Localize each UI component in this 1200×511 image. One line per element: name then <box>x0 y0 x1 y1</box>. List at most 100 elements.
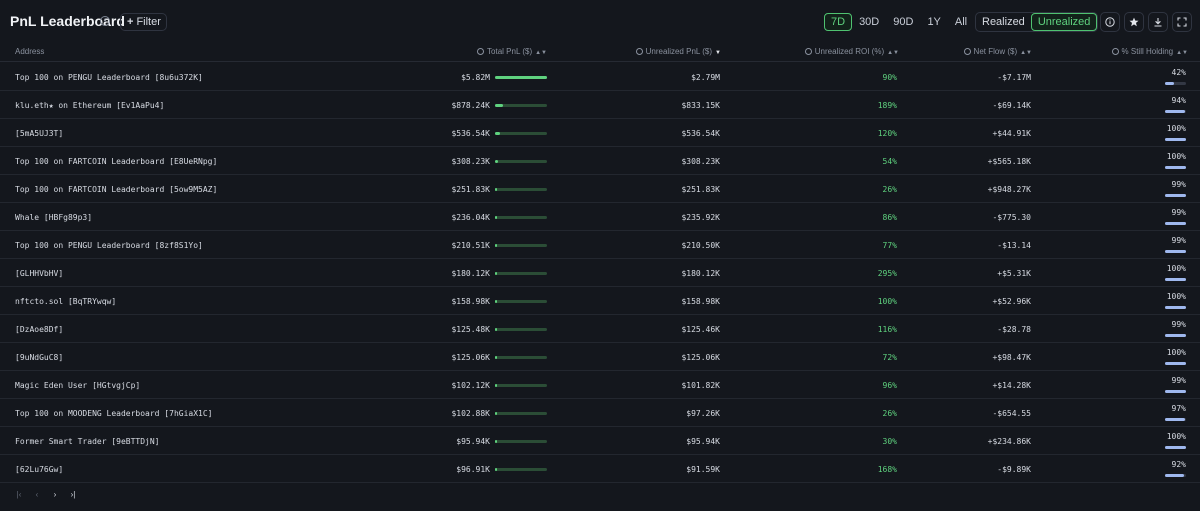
still-holding-bar <box>1165 362 1186 365</box>
table-row[interactable]: [9uNdGuC8] $125.06K $125.06K 72% +$98.47K 100… <box>0 343 1200 371</box>
info-button[interactable] <box>1100 12 1120 32</box>
download-button[interactable] <box>1148 12 1168 32</box>
address-cell[interactable]: [5mA5UJ3T] <box>15 129 64 138</box>
total-pnl-bar <box>495 440 547 443</box>
still-holding-cell: 42% <box>1171 68 1186 77</box>
info-icon <box>963 48 971 55</box>
still-holding-bar <box>1165 418 1186 421</box>
range-tab-30d[interactable]: 30D <box>859 16 880 28</box>
net-flow-cell: +$44.91K <box>992 129 1031 138</box>
range-tab-7d[interactable]: 7D <box>824 13 853 31</box>
unrealized-pnl-cell: $180.12K <box>681 269 720 278</box>
range-tab-90d[interactable]: 90D <box>893 16 914 28</box>
table-row[interactable]: Whale [HBFg89p3] $236.04K $235.92K 86% -$775… <box>0 203 1200 231</box>
mode-tab-realized[interactable]: Realized <box>982 16 1025 28</box>
unrealized-roi-cell: 295% <box>877 269 897 278</box>
range-tab-1y[interactable]: 1Y <box>927 16 941 28</box>
next-page-icon[interactable]: › <box>53 490 57 499</box>
address-cell[interactable]: Top 100 on PENGU Leaderboard [8u6u372K] <box>15 73 203 82</box>
total-pnl-bar <box>495 328 547 331</box>
unrealized-pnl-cell: $101.82K <box>681 381 720 390</box>
address-cell[interactable]: [9uNdGuC8] <box>15 353 64 362</box>
address-cell[interactable]: [GLHHVbHV] <box>15 269 64 278</box>
column-header-address[interactable]: Address <box>15 47 45 56</box>
unrealized-pnl-cell: $158.98K <box>681 297 720 306</box>
table-row[interactable]: Top 100 on MOODENG Leaderboard [7hGiaX1C… <box>0 399 1200 427</box>
still-holding-cell: 99% <box>1171 320 1186 329</box>
first-page-icon[interactable]: |‹ <box>16 490 22 499</box>
unrealized-roi-cell: 54% <box>882 157 897 166</box>
fullscreen-button[interactable] <box>1172 12 1192 32</box>
table-row[interactable]: klu.eth★ on Ethereum [Ev1AaPu4] $878.24K $… <box>0 91 1200 119</box>
table-row[interactable]: nftcto.sol [BqTRYwqw] $158.98K $158.98K 100… <box>0 287 1200 315</box>
table-row[interactable]: Top 100 on PENGU Leaderboard [8u6u372K] $… <box>0 63 1200 91</box>
still-holding-bar <box>1165 446 1186 449</box>
still-holding-bar <box>1165 194 1186 197</box>
column-header-unrealized-pnl[interactable]: Unrealized PnL ($) ▼ <box>635 47 721 56</box>
total-pnl-cell: $210.51K <box>451 241 490 250</box>
total-pnl-bar-fill <box>495 244 497 247</box>
last-page-icon[interactable]: ›| <box>70 490 76 499</box>
total-pnl-bar <box>495 216 547 219</box>
total-pnl-bar <box>495 356 547 359</box>
address-cell[interactable]: Top 100 on FARTCOIN Leaderboard [5ow9M5A… <box>15 185 218 194</box>
mode-tab-unrealized[interactable]: Unrealized <box>1030 13 1098 31</box>
table-row[interactable]: [5mA5UJ3T] $536.54K $536.54K 120% +$44.91K 10… <box>0 119 1200 147</box>
total-pnl-cell: $158.98K <box>451 297 490 306</box>
unrealized-pnl-cell: $125.46K <box>681 325 720 334</box>
net-flow-cell: -$69.14K <box>992 101 1031 110</box>
unrealized-roi-cell: 90% <box>882 73 897 82</box>
unrealized-roi-cell: 72% <box>882 353 897 362</box>
table-row[interactable]: [GLHHVbHV] $180.12K $180.12K 295% +$5.31K 100… <box>0 259 1200 287</box>
still-holding-bar-fill <box>1165 222 1186 225</box>
total-pnl-bar <box>495 412 547 415</box>
prev-page-icon[interactable]: ‹ <box>35 490 39 499</box>
net-flow-cell: +$52.96K <box>992 297 1031 306</box>
unrealized-pnl-cell: $91.59K <box>686 465 720 474</box>
address-cell[interactable]: nftcto.sol [BqTRYwqw] <box>15 297 117 306</box>
address-cell[interactable]: Whale [HBFg89p3] <box>15 213 93 222</box>
info-icon <box>804 48 812 55</box>
total-pnl-cell: $5.82M <box>461 73 490 82</box>
table-row[interactable]: Top 100 on FARTCOIN Leaderboard [E8UeRNp… <box>0 147 1200 175</box>
address-cell[interactable]: Top 100 on MOODENG Leaderboard [7hGiaX1C… <box>15 409 213 418</box>
address-cell[interactable]: Top 100 on FARTCOIN Leaderboard [E8UeRNp… <box>15 157 218 166</box>
address-cell[interactable]: Former Smart Trader [9eBTTDjN] <box>15 437 160 446</box>
address-cell[interactable]: Top 100 on PENGU Leaderboard [8zf8S1Yo] <box>15 241 203 250</box>
table-row[interactable]: [DzAoe8Df] $125.48K $125.46K 116% -$28.78 99% <box>0 315 1200 343</box>
column-header-unrealized-roi[interactable]: Unrealized ROI (%) ▲▼ <box>804 47 899 56</box>
total-pnl-cell: $878.24K <box>451 101 490 110</box>
still-holding-bar <box>1165 334 1186 337</box>
still-holding-bar <box>1165 166 1186 169</box>
total-pnl-cell: $251.83K <box>451 185 490 194</box>
address-cell[interactable]: klu.eth★ on Ethereum [Ev1AaPu4] <box>15 101 165 110</box>
total-pnl-bar-fill <box>495 300 497 303</box>
still-holding-cell: 100% <box>1166 348 1186 357</box>
still-holding-cell: 100% <box>1166 264 1186 273</box>
address-cell[interactable]: [62Lu76Gw] <box>15 465 64 474</box>
table-row[interactable]: Top 100 on PENGU Leaderboard [8zf8S1Yo] $… <box>0 231 1200 259</box>
still-holding-bar <box>1165 110 1186 113</box>
net-flow-cell: -$775.30 <box>992 213 1031 222</box>
unrealized-pnl-cell: $536.54K <box>681 129 720 138</box>
column-header-still-holding[interactable]: % Still Holding ▲▼ <box>1111 47 1188 56</box>
info-icon[interactable]: i <box>100 16 110 26</box>
favorite-button[interactable] <box>1124 12 1144 32</box>
table-row[interactable]: Former Smart Trader [9eBTTDjN] $95.94K $95… <box>0 427 1200 455</box>
table-row[interactable]: Magic Eden User [HGtvgjCp] $102.12K $101.8… <box>0 371 1200 399</box>
total-pnl-cell: $102.12K <box>451 381 490 390</box>
still-holding-cell: 100% <box>1166 432 1186 441</box>
total-pnl-bar-fill <box>495 132 500 135</box>
net-flow-cell: +$5.31K <box>997 269 1031 278</box>
table-row[interactable]: Top 100 on FARTCOIN Leaderboard [5ow9M5A… <box>0 175 1200 203</box>
unrealized-roi-cell: 120% <box>877 129 897 138</box>
address-cell[interactable]: Magic Eden User [HGtvgjCp] <box>15 381 141 390</box>
table-row[interactable]: [62Lu76Gw] $96.91K $91.59K 168% -$9.89K 92% <box>0 455 1200 483</box>
range-tab-all[interactable]: All <box>954 16 968 28</box>
info-icon <box>1105 17 1115 27</box>
column-header-total-pnl[interactable]: Total PnL ($) ▲▼ <box>477 47 547 56</box>
filter-button[interactable]: + Filter <box>120 13 167 31</box>
column-header-net-flow[interactable]: Net Flow ($) ▲▼ <box>963 47 1032 56</box>
address-cell[interactable]: [DzAoe8Df] <box>15 325 64 334</box>
still-holding-bar-fill <box>1165 306 1186 309</box>
